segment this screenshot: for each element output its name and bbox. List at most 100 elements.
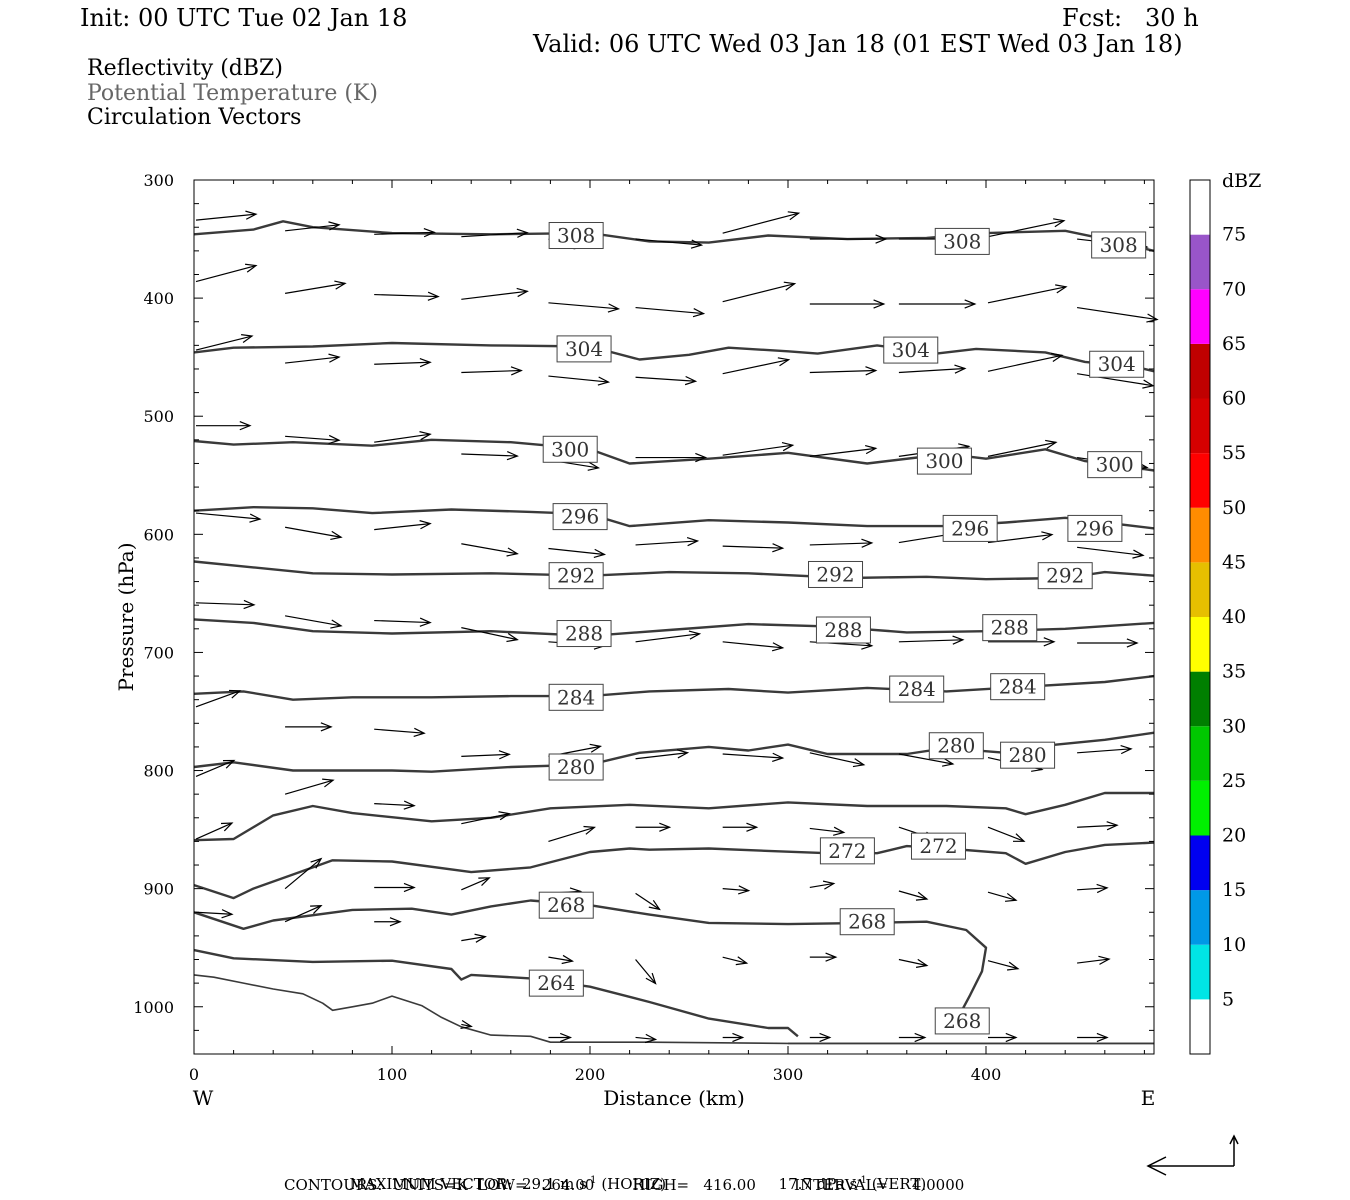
contour-label-box	[1000, 741, 1056, 769]
vector-shaft	[987, 826, 1025, 842]
vector-shaft	[1077, 546, 1144, 556]
vector-head	[245, 210, 258, 220]
contour-label-box	[1089, 350, 1145, 378]
vector-head	[771, 642, 785, 652]
contour-label-box	[556, 620, 612, 648]
vector-shaft	[374, 803, 415, 807]
vector-head	[964, 299, 977, 309]
y-tick-label: 800	[143, 762, 174, 781]
vector-shaft	[461, 232, 528, 238]
vector-shaft	[374, 361, 431, 365]
contour-label: 288	[991, 616, 1029, 640]
contour-label: 264	[537, 971, 575, 995]
vector-shaft	[461, 543, 518, 555]
contour-label: 280	[557, 755, 595, 779]
vector-shaft	[461, 877, 490, 891]
vector-head	[941, 757, 955, 767]
vector-head	[686, 536, 700, 547]
vector-shaft	[374, 231, 435, 235]
contour-264	[193, 948, 799, 1038]
vector-head	[478, 877, 491, 887]
contour-label: 308	[557, 224, 595, 248]
contour-label-box	[942, 514, 998, 542]
vector-head	[915, 891, 929, 901]
vector-head	[1005, 1032, 1018, 1043]
horiz-value: 29.1 m s	[521, 1175, 587, 1193]
vector-shaft	[987, 960, 1019, 970]
colorbar-segment	[1190, 726, 1210, 781]
vector-shaft	[635, 752, 688, 760]
colorbar-segment	[1190, 617, 1210, 672]
vector-shaft	[987, 286, 1067, 304]
vector-head	[330, 530, 343, 541]
colorbar-title: dBZ	[1222, 170, 1261, 192]
vector-shaft	[1077, 887, 1108, 891]
vector-shaft	[635, 376, 696, 382]
contour-label-box	[928, 732, 984, 760]
vector-head	[310, 857, 323, 869]
contour-label: 292	[816, 562, 854, 586]
contour-label-box	[1037, 562, 1093, 590]
vector-head	[833, 826, 846, 836]
contour-label: 300	[1096, 453, 1134, 477]
vector-shaft	[461, 627, 518, 641]
vector-head	[684, 375, 698, 386]
vector-head	[676, 749, 690, 759]
vector-shaft	[195, 690, 241, 708]
vector-shaft	[987, 533, 1053, 544]
colorbar-segment	[1190, 999, 1210, 1054]
vector-head	[322, 778, 335, 788]
contour-label: 296	[561, 505, 599, 529]
max-vector-label: MAXIMUM VECTOR:	[349, 1175, 513, 1193]
colorbar-tick-label: 20	[1222, 825, 1246, 847]
valid-time: Valid: 06 UTC Wed 03 Jan 18 (01 EST Wed …	[533, 30, 1183, 58]
vector-head	[593, 548, 607, 559]
vector-shaft	[195, 911, 233, 915]
vector-shaft	[722, 888, 749, 892]
vector-shaft	[195, 822, 233, 840]
vector-shaft	[635, 633, 700, 643]
vector-head	[852, 758, 866, 768]
vector-shaft	[548, 826, 595, 842]
contour-label-box	[889, 675, 945, 703]
x-tick-label: 100	[377, 1065, 408, 1084]
vector-shaft	[722, 359, 789, 375]
contour-label: 288	[565, 622, 603, 646]
contour-label: 268	[547, 893, 585, 917]
vector-shaft	[374, 293, 439, 298]
vector-head	[506, 633, 519, 643]
vector-shaft	[548, 956, 573, 962]
vector-head	[645, 972, 657, 985]
vector-head	[241, 334, 254, 343]
vector-shaft	[285, 356, 340, 364]
vector-shaft	[809, 882, 834, 889]
vector-head	[245, 263, 258, 273]
vector-head	[330, 619, 343, 629]
vector-shaft	[1077, 958, 1110, 964]
vector-shaft	[195, 264, 257, 283]
vector-head	[419, 520, 432, 530]
vector-shaft	[635, 959, 657, 984]
vector-head	[692, 308, 706, 318]
contour-label: 288	[824, 618, 862, 642]
vector-shaft	[987, 441, 1057, 457]
contour-label-box	[1067, 514, 1123, 542]
contour-label-box	[934, 1007, 990, 1035]
vector-shaft	[635, 238, 702, 246]
vector-head	[1096, 883, 1109, 894]
vector-shaft	[285, 435, 340, 441]
vector-head	[695, 452, 708, 463]
colorbar-tick-label: 10	[1222, 934, 1246, 956]
vector-head	[873, 299, 886, 309]
colorbar-frame	[1189, 179, 1211, 1055]
vector-head	[403, 882, 416, 893]
vector-shaft	[635, 306, 704, 315]
x-tick-label: 200	[575, 1065, 606, 1084]
contour-label: 284	[999, 675, 1037, 699]
y-tick-label: 400	[143, 289, 174, 308]
contour-label: 304	[892, 338, 930, 362]
vector-head	[419, 357, 432, 368]
vector-head	[510, 366, 523, 376]
vector-head	[688, 630, 702, 640]
vector-head	[589, 743, 603, 753]
